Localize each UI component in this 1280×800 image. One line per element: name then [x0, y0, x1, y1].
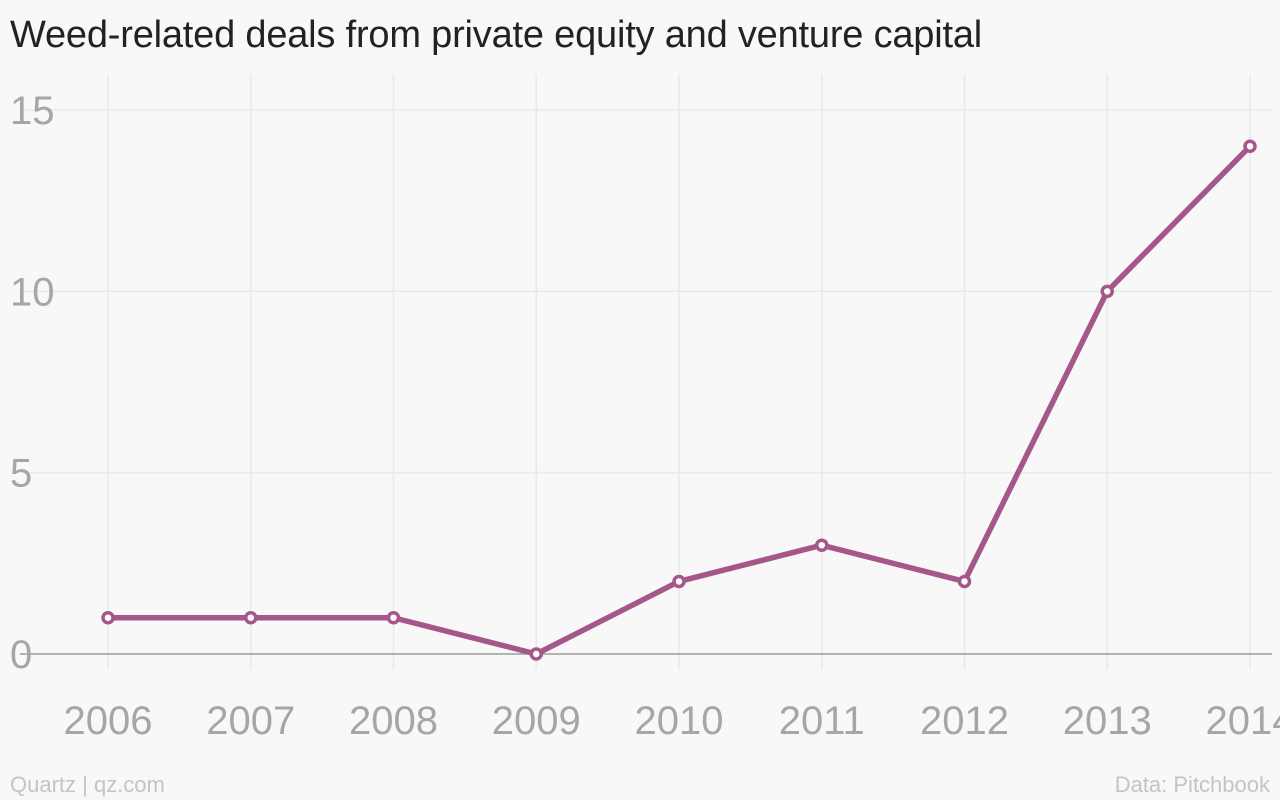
source-label: Data: Pitchbook	[1114, 772, 1270, 797]
y-tick-label: 10	[10, 270, 55, 314]
data-points	[101, 139, 1257, 661]
x-tick-label: 2008	[349, 699, 438, 743]
y-axis-ticks: 0 5 10 15	[10, 89, 55, 677]
x-tick-label: 2006	[64, 699, 153, 743]
data-point	[101, 610, 115, 625]
x-tick-label: 2007	[206, 699, 295, 743]
y-tick-label: 5	[10, 452, 32, 496]
chart-title: Weed-related deals from private equity a…	[10, 14, 983, 56]
data-point	[815, 538, 829, 552]
data-point	[386, 610, 401, 625]
x-tick-label: 2012	[920, 699, 1009, 743]
y-tick-label: 15	[10, 89, 55, 133]
credit-label: Quartz | qz.com	[10, 772, 165, 797]
grid-layer	[20, 74, 1272, 670]
x-tick-label: 2010	[635, 699, 724, 743]
x-tick-label: 2011	[779, 699, 865, 743]
x-axis-ticks: 2006 2007 2008 2009 2010 2011 2012 2013 2014	[64, 699, 1280, 743]
x-tick-label: 2009	[492, 699, 581, 743]
x-tick-label: 2013	[1063, 699, 1152, 743]
data-point	[1243, 139, 1257, 154]
data-point	[529, 647, 543, 661]
y-tick-label: 0	[10, 633, 32, 677]
data-point	[672, 574, 686, 589]
data-point	[1100, 284, 1114, 299]
x-tick-label: 2014	[1206, 699, 1280, 743]
data-point	[244, 610, 258, 625]
data-point	[957, 574, 972, 589]
